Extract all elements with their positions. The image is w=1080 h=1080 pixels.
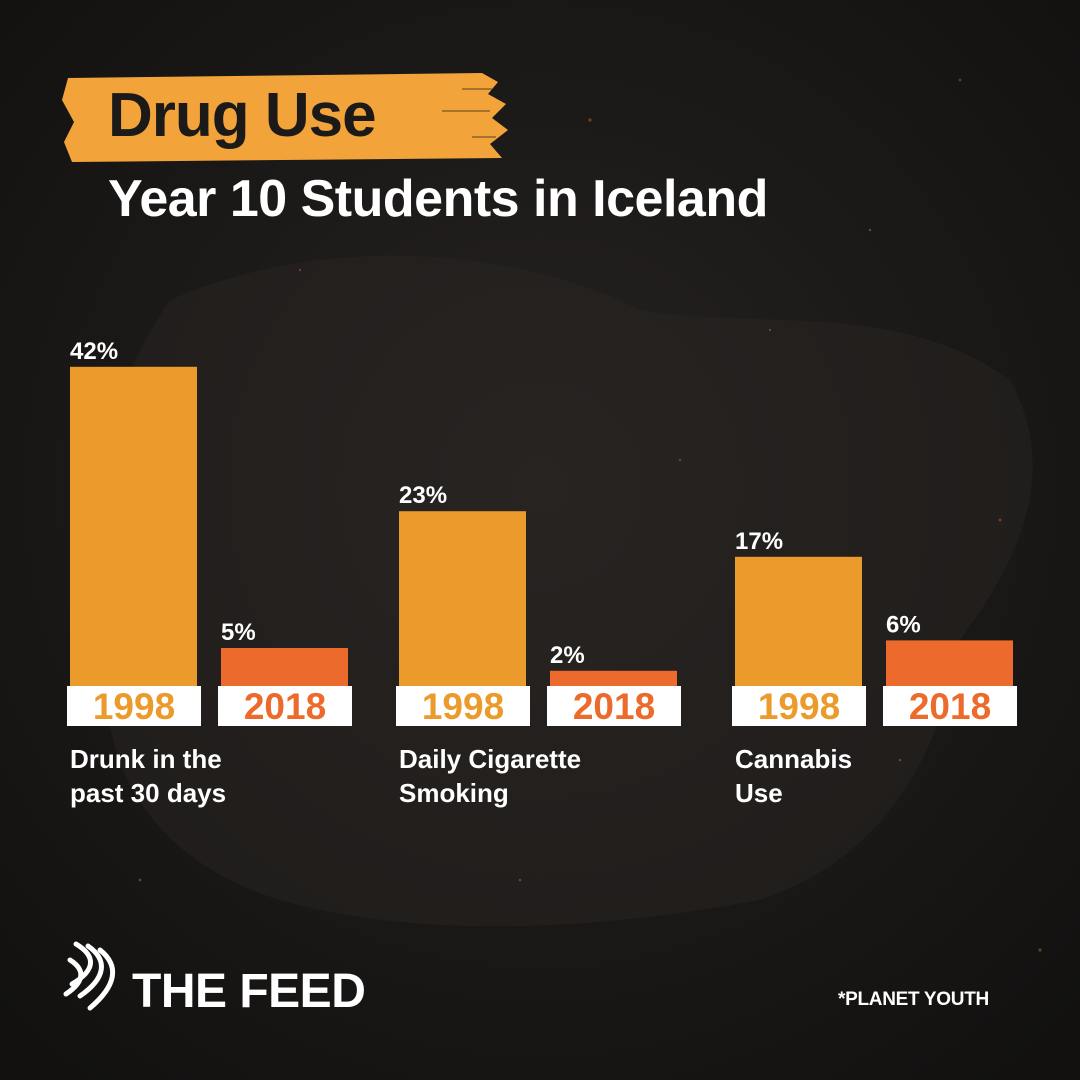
source-note: *PLANET YOUTH xyxy=(838,989,989,1010)
bar-1998-1 xyxy=(70,366,197,686)
category-label-line: Smoking xyxy=(399,778,509,808)
data-label: 5% xyxy=(221,619,256,646)
bar-1998-2 xyxy=(399,511,526,686)
bar-1998-3 xyxy=(735,556,862,686)
year-box xyxy=(732,686,866,726)
year-box xyxy=(67,686,201,726)
category-label-line: Daily Cigarette xyxy=(399,744,582,774)
data-label: 17% xyxy=(735,528,783,555)
title-brush-highlight xyxy=(62,73,508,162)
category-label-cannabis: Cannabis Use xyxy=(735,742,995,810)
year-label: 1998 xyxy=(93,686,175,727)
year-label: 1998 xyxy=(758,686,840,727)
category-label-cigarette: Daily Cigarette Smoking xyxy=(399,742,659,810)
year-label: 2018 xyxy=(909,686,991,727)
category-label-line: past 30 days xyxy=(70,778,227,808)
chart-title: Drug Use xyxy=(108,81,377,150)
data-label: 2% xyxy=(550,642,585,669)
bar-2018-2 xyxy=(550,670,677,686)
sbs-logo-icon xyxy=(63,941,116,1011)
category-label-line: Use xyxy=(735,778,783,808)
year-box xyxy=(396,686,530,726)
brand-name: THE FEED xyxy=(132,965,366,1018)
category-label-line: Cannabis xyxy=(735,744,853,774)
year-box xyxy=(883,686,1017,726)
category-label-drunk: Drunk in the past 30 days xyxy=(70,742,330,810)
year-label: 2018 xyxy=(244,686,326,727)
year-box xyxy=(218,686,352,726)
data-label: 23% xyxy=(399,482,447,509)
bar-2018-3 xyxy=(886,640,1013,686)
year-label: 1998 xyxy=(422,686,504,727)
year-label: 2018 xyxy=(573,686,655,727)
category-label-line: Drunk in the xyxy=(70,744,222,774)
chart-subtitle: Year 10 Students in Iceland xyxy=(108,170,768,228)
data-label: 42% xyxy=(70,338,118,365)
year-box xyxy=(547,686,681,726)
bar-2018-1 xyxy=(221,648,348,686)
data-label: 6% xyxy=(886,611,921,638)
